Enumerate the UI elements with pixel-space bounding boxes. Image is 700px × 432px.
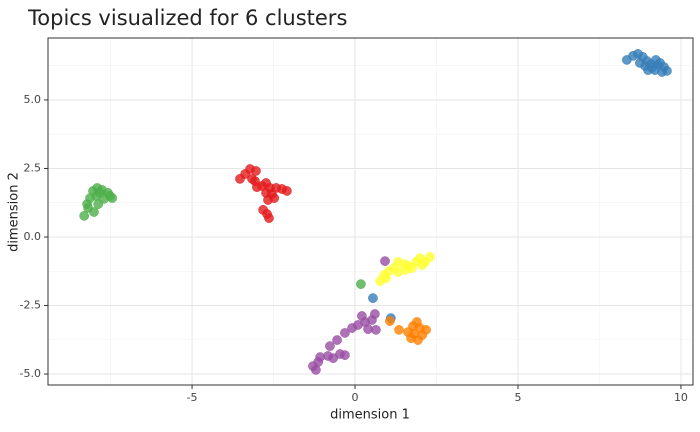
point [356,279,366,289]
point [311,365,321,375]
point [247,174,257,184]
point [263,195,273,205]
point [370,309,380,319]
point [371,325,381,335]
point [401,265,411,275]
y-tick-label: 0.0 [24,230,42,243]
y-tick-label: -5.0 [20,367,41,380]
panel-border [47,37,694,386]
point [652,60,663,70]
y-axis-label: dimension 2 [7,172,22,252]
point [282,186,292,196]
point [417,260,428,270]
point [252,182,262,192]
point [406,333,416,343]
point [381,273,391,283]
point [425,252,435,262]
point [95,188,105,198]
point [251,166,261,176]
point [385,316,395,326]
x-tick-label: 5 [514,391,521,404]
point [264,213,274,223]
point [83,203,93,213]
point [79,211,90,221]
chart-title: Topics visualized for 6 clusters [27,6,347,30]
point [640,61,650,71]
point [393,257,403,267]
point [340,350,350,360]
y-tick-label: 5.0 [24,93,42,106]
point [394,325,404,335]
y-tick-label: -2.5 [20,299,41,312]
x-tick-label: -5 [187,391,198,404]
point [340,328,350,338]
x-axis-label: dimension 1 [330,408,410,423]
x-tick-label: 0 [352,391,359,404]
point [105,191,115,201]
y-tick-label: 2.5 [24,161,42,174]
point [332,335,342,345]
point [325,341,335,351]
point [380,256,390,266]
point [368,293,378,303]
point [421,325,431,335]
x-tick-label: 10 [674,391,688,404]
point [357,311,367,321]
